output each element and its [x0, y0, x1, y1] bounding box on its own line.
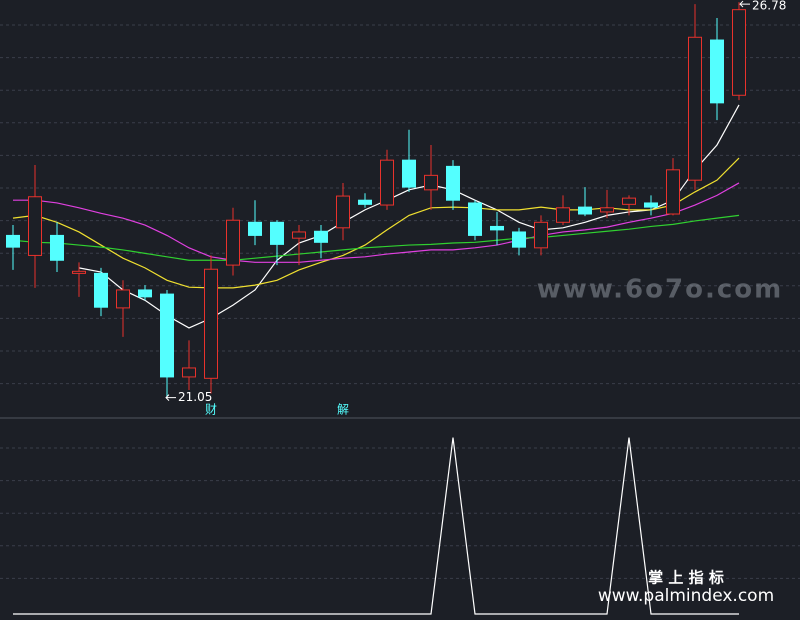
- candle-body: [28, 196, 42, 256]
- candle-body: [622, 197, 636, 205]
- low-label: 21.05: [178, 390, 212, 404]
- candle-body: [336, 195, 350, 229]
- candle-body: [512, 231, 526, 248]
- candle-body: [732, 9, 746, 96]
- candle-body: [182, 367, 196, 378]
- candle-body: [578, 206, 592, 215]
- event-label: 解: [337, 403, 349, 417]
- arrow: [165, 394, 176, 401]
- candle-body: [446, 165, 460, 201]
- indicator-line: [13, 437, 739, 615]
- candle-body: [534, 221, 548, 249]
- candle-body: [72, 270, 86, 274]
- high-label: 26.78: [752, 0, 786, 13]
- candle-body: [688, 36, 702, 181]
- candle-body: [314, 230, 328, 243]
- candle-body: [380, 159, 394, 206]
- watermark: 掌 上 指 标: [648, 569, 724, 587]
- candle-body: [490, 225, 504, 231]
- event-label: 财: [205, 403, 217, 417]
- candle-body: [116, 289, 130, 309]
- candle-body: [644, 202, 658, 208]
- arrow: [739, 0, 750, 8]
- candle-body: [204, 268, 218, 379]
- candle-body: [292, 231, 306, 239]
- candle-body: [248, 221, 262, 236]
- watermark: www.6o7o.com: [537, 275, 783, 305]
- candle-body: [6, 234, 20, 248]
- moving-average: [12, 214, 740, 261]
- candle-body: [424, 174, 438, 191]
- candle-body: [160, 293, 174, 378]
- candle-body: [468, 202, 482, 236]
- candle-body: [270, 221, 284, 245]
- watermark: www.palmindex.com: [598, 586, 774, 606]
- moving-average: [13, 182, 740, 263]
- candle-body: [600, 207, 614, 213]
- moving-average: [12, 157, 740, 289]
- candle-body: [226, 219, 240, 266]
- candle-body: [710, 39, 724, 104]
- candle-body: [138, 289, 152, 298]
- candle-body: [666, 169, 680, 215]
- candle-body: [556, 207, 570, 223]
- candle-body: [94, 272, 108, 308]
- candle-body: [402, 159, 416, 188]
- candle-body: [358, 199, 372, 205]
- candle-body: [50, 234, 64, 261]
